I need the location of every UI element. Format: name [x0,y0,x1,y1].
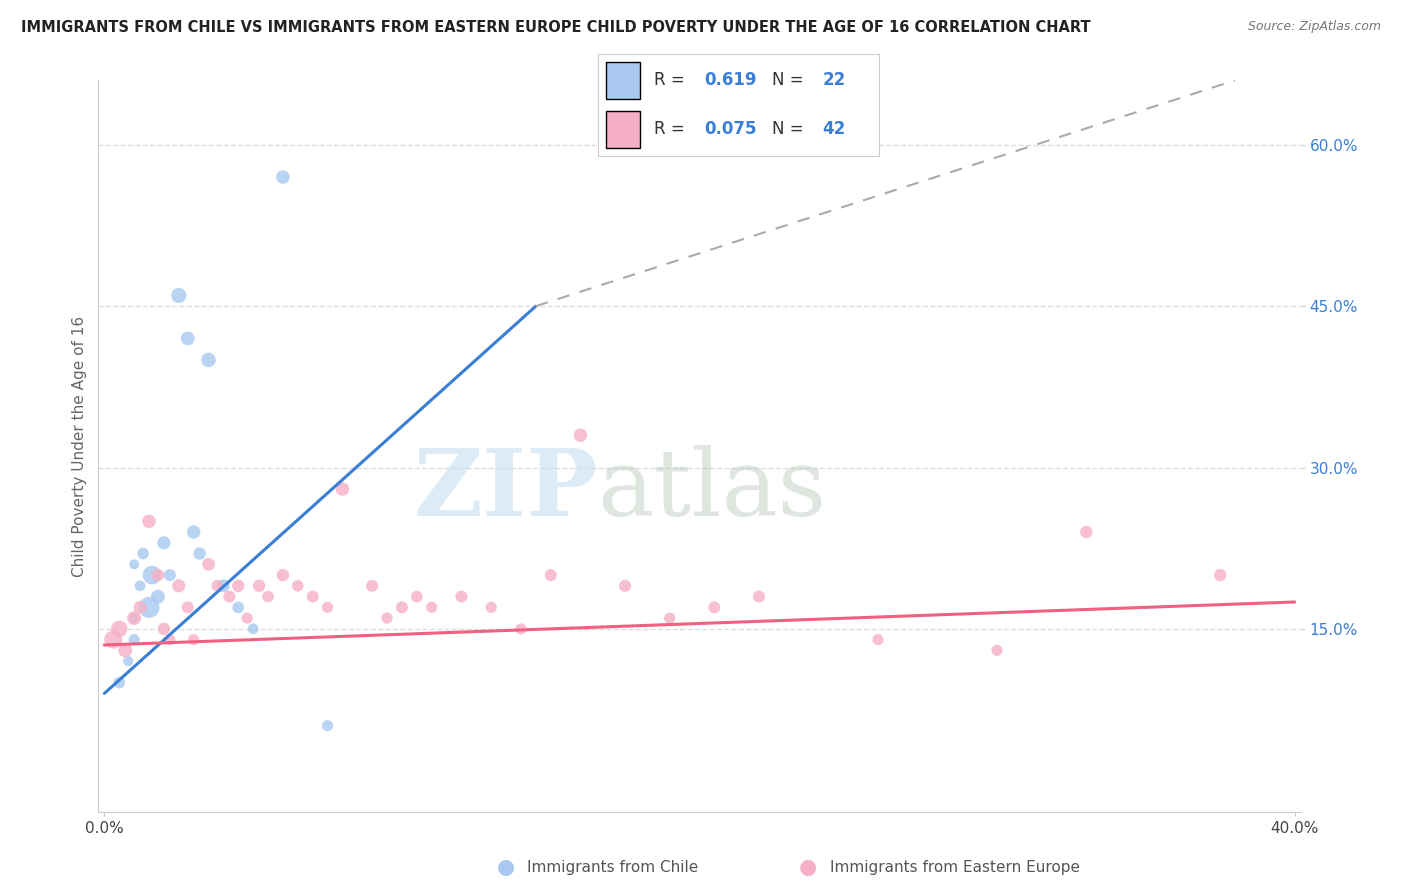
FancyBboxPatch shape [606,111,640,148]
Text: 0.619: 0.619 [704,71,756,89]
Point [866,632,889,647]
Point [271,568,294,582]
Text: atlas: atlas [598,445,827,535]
Point [212,579,235,593]
Point [569,428,592,442]
Point [405,590,427,604]
Point [122,632,145,647]
Point [138,600,160,615]
Point [242,622,264,636]
Point [375,611,398,625]
Point [226,579,249,593]
Point [176,600,198,615]
Point [207,579,229,593]
Text: IMMIGRANTS FROM CHILE VS IMMIGRANTS FROM EASTERN EUROPE CHILD POVERTY UNDER THE : IMMIGRANTS FROM CHILE VS IMMIGRANTS FROM… [21,20,1091,35]
Point [183,632,205,647]
Point [114,643,136,657]
Text: ZIP: ZIP [413,445,598,535]
Point [108,622,131,636]
Point [218,590,240,604]
Text: R =: R = [654,71,690,89]
Point [361,579,384,593]
Point [129,600,152,615]
Y-axis label: Child Poverty Under the Age of 16: Child Poverty Under the Age of 16 [72,316,87,576]
Point [332,482,354,496]
Point [103,632,125,647]
Point [197,353,219,368]
Point [159,632,181,647]
Point [510,622,533,636]
Point [138,514,160,528]
Point [420,600,443,615]
Text: 22: 22 [823,71,846,89]
Point [167,288,190,302]
Point [108,675,131,690]
Point [188,547,211,561]
Point [614,579,637,593]
Point [146,590,169,604]
Text: ●: ● [800,857,817,877]
Point [167,579,190,593]
Point [153,622,176,636]
Point [176,331,198,345]
Point [316,600,339,615]
Point [301,590,323,604]
Point [271,170,294,185]
Text: 42: 42 [823,120,846,138]
Point [146,568,169,582]
Point [159,568,181,582]
Text: Immigrants from Eastern Europe: Immigrants from Eastern Europe [830,860,1080,874]
Point [479,600,502,615]
Point [226,600,249,615]
Point [132,547,155,561]
Point [129,579,152,593]
Point [247,579,270,593]
Point [122,611,145,625]
Point [658,611,681,625]
Point [287,579,309,593]
Point [197,558,219,572]
Text: 0.075: 0.075 [704,120,756,138]
Text: R =: R = [654,120,690,138]
Point [1209,568,1232,582]
Point [450,590,472,604]
Point [257,590,280,604]
Point [236,611,259,625]
Text: N =: N = [772,71,808,89]
Point [1076,524,1098,539]
Text: Immigrants from Chile: Immigrants from Chile [527,860,699,874]
Text: Source: ZipAtlas.com: Source: ZipAtlas.com [1247,20,1381,33]
Text: N =: N = [772,120,808,138]
Point [703,600,725,615]
Point [141,568,163,582]
Point [748,590,770,604]
FancyBboxPatch shape [606,62,640,99]
Point [117,654,139,668]
Point [183,524,205,539]
Point [986,643,1008,657]
Text: ●: ● [498,857,515,877]
Point [391,600,413,615]
Point [122,611,145,625]
Point [540,568,562,582]
Point [122,558,145,572]
Point [153,536,176,550]
Point [316,719,339,733]
